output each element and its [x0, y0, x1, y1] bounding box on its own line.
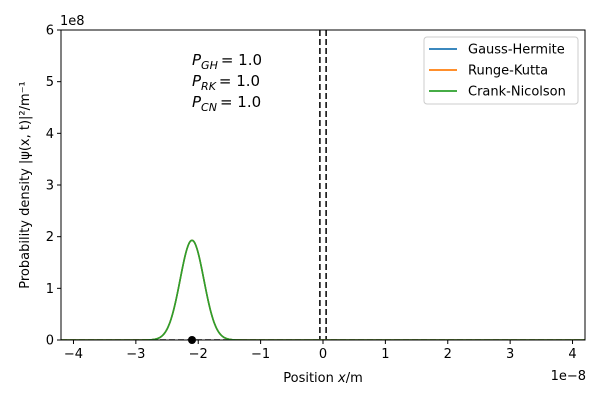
x-axis-label: Position x/m — [283, 371, 363, 386]
annotation-symbol: P — [192, 72, 202, 90]
y-tick-label: 3 — [46, 179, 54, 194]
y-axis-label: Probability density |ψ(x, t)|²/m⁻¹ — [18, 81, 33, 289]
x-tick-label: 3 — [506, 347, 514, 362]
y-tick-label: 4 — [46, 127, 54, 142]
annotation-subscript: GH — [201, 59, 218, 72]
y-scale-label: 1e8 — [60, 14, 85, 29]
x-tick-label: −1 — [251, 347, 270, 362]
annotation-p-cn: PCN = 1.0 — [192, 93, 261, 114]
y-tick-label: 5 — [46, 75, 54, 90]
y-tick-label: 1 — [46, 282, 54, 297]
annotation-value: = 1.0 — [221, 51, 262, 69]
annotation-value: = 1.0 — [220, 93, 261, 111]
annotation-p-gh: PGH = 1.0 — [192, 51, 262, 72]
legend-label: Crank-Nicolson — [468, 85, 566, 100]
x-label-unit: /m — [346, 371, 363, 386]
y-tick-label: 0 — [46, 334, 54, 349]
x-tick-label: 0 — [319, 347, 327, 362]
legend-label: Runge-Kutta — [468, 64, 548, 79]
annotation-symbol: P — [192, 93, 202, 111]
series-line-runge-kutta — [61, 239, 585, 340]
annotation-value: = 1.0 — [219, 72, 260, 90]
x-tick-label: −2 — [189, 347, 208, 362]
x-tick-label: 4 — [568, 347, 576, 362]
x-tick-label: −4 — [64, 347, 83, 362]
annotation-symbol: P — [192, 51, 202, 69]
x-tick-label: 2 — [444, 347, 452, 362]
y-tick-label: 2 — [46, 230, 54, 245]
annotation-subscript: RK — [201, 80, 217, 93]
x-tick-label: −3 — [126, 347, 145, 362]
series-line-crank-nicolson — [61, 239, 585, 340]
legend-box — [423, 36, 579, 105]
legend: Gauss-Hermite Runge-Kutta Crank-Nicolson — [423, 36, 579, 105]
series-line-gauss-hermite — [61, 239, 585, 340]
annotation-subscript: CN — [201, 101, 217, 114]
x-label-var: x — [337, 371, 346, 386]
legend-label: Gauss-Hermite — [468, 43, 565, 58]
annotation-p-rk: PRK = 1.0 — [192, 72, 260, 93]
y-tick-label: 6 — [46, 24, 54, 39]
axes: −4 −3 −2 −1 0 1 2 3 4 0 1 2 3 4 5 6 — [46, 24, 586, 362]
x-scale-label: 1e−8 — [551, 369, 586, 384]
x-tick-label: 1 — [381, 347, 389, 362]
x-label-text: Position — [283, 371, 338, 386]
